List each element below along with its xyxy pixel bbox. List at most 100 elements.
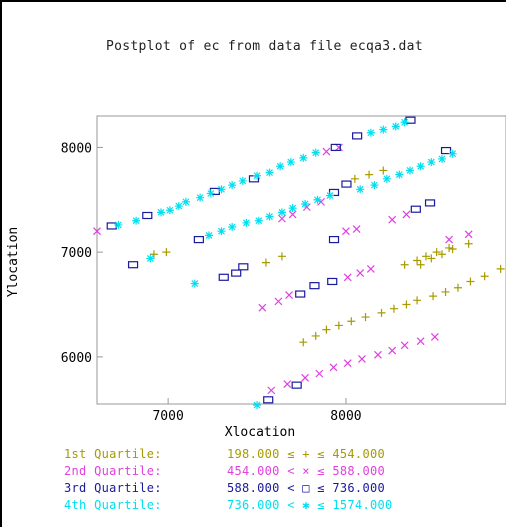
asterisk-marker	[228, 223, 237, 232]
plus-marker	[400, 260, 409, 269]
x-tick-label: 7000	[152, 409, 183, 424]
plus-marker	[334, 321, 343, 330]
plus-marker	[379, 166, 388, 175]
asterisk-marker	[114, 220, 123, 229]
cross-marker	[329, 363, 338, 372]
legend-range: 454.000 < × ≤ 588.000	[227, 464, 385, 478]
asterisk-marker	[157, 208, 166, 217]
square-marker	[291, 381, 302, 389]
cross-marker	[285, 291, 293, 300]
square-marker	[328, 235, 340, 244]
data-marks	[93, 116, 505, 410]
square-marker	[352, 132, 363, 140]
plus-marker	[432, 248, 441, 257]
y-tick-label: 8000	[61, 141, 92, 156]
square-marker	[327, 277, 338, 286]
x-axis-title: Xlocation	[225, 425, 295, 440]
legend-range: 588.000 < □ ≤ 736.000	[227, 481, 385, 495]
asterisk-marker	[311, 148, 320, 157]
asterisk-marker	[276, 162, 285, 171]
asterisk-marker	[405, 166, 414, 175]
square-marker	[263, 396, 274, 404]
plus-marker	[261, 258, 270, 267]
plus-marker	[149, 250, 158, 259]
asterisk-marker	[277, 208, 286, 217]
square-marker	[231, 269, 242, 277]
cross-marker	[93, 227, 101, 236]
asterisk-marker	[265, 168, 274, 177]
asterisk-marker	[254, 216, 263, 225]
asterisk-marker	[253, 171, 262, 180]
asterisk-marker	[165, 206, 174, 215]
square-marker	[127, 261, 139, 269]
asterisk-marker	[437, 154, 446, 163]
square-marker	[106, 222, 117, 230]
y-axis-title: Ylocation	[6, 227, 21, 297]
plus-marker	[413, 296, 422, 305]
plus-marker	[466, 277, 475, 286]
square-marker	[238, 263, 249, 271]
cross-marker	[356, 269, 365, 278]
asterisk-marker	[253, 401, 262, 410]
legend: 1st Quartile: 198.000 ≤ + ≤ 454.000 2nd Qu…	[64, 447, 392, 512]
plus-marker	[277, 252, 286, 261]
cross-marker	[315, 369, 324, 378]
asterisk-marker	[196, 193, 205, 202]
axis-ticks: 7000 8000 6000 7000 8000	[61, 141, 362, 424]
cross-marker	[464, 230, 473, 239]
asterisk-marker	[370, 181, 379, 190]
asterisk-marker	[265, 212, 274, 221]
asterisk-marker	[301, 199, 310, 208]
asterisk-marker	[356, 185, 365, 194]
x-tick-label: 8000	[330, 409, 361, 424]
asterisk-marker	[205, 231, 214, 240]
legend-name: 1st Quartile:	[64, 447, 162, 461]
plus-marker	[427, 254, 436, 263]
plus-marker	[389, 304, 398, 313]
plus-marker	[402, 300, 411, 309]
asterisk-marker	[448, 149, 457, 158]
asterisk-marker	[299, 153, 308, 162]
legend-range: 198.000 ≤ + ≤ 454.000	[227, 447, 385, 461]
plus-marker	[322, 325, 331, 334]
cross-marker	[416, 337, 425, 346]
plus-marker	[441, 287, 450, 296]
cross-marker	[258, 303, 267, 312]
y-tick-label: 6000	[61, 351, 92, 366]
asterisk-marker	[366, 128, 375, 137]
square-marker	[309, 282, 320, 290]
plus-marker	[421, 252, 430, 261]
plus-marker	[448, 245, 457, 254]
asterisk-marker	[325, 191, 334, 200]
asterisk-marker	[400, 118, 409, 127]
cross-marker	[334, 143, 343, 152]
asterisk-marker	[391, 122, 400, 131]
plus-marker	[416, 260, 425, 269]
asterisk-marker	[288, 204, 297, 213]
plus-marker	[377, 308, 386, 317]
y-tick-label: 7000	[61, 246, 92, 261]
square-marker	[330, 143, 341, 152]
plus-marker	[162, 248, 171, 257]
asterisk-marker	[395, 170, 404, 179]
cross-marker	[342, 227, 350, 236]
cross-marker	[430, 333, 439, 341]
series-4-points	[114, 118, 457, 410]
cross-marker	[388, 215, 397, 224]
plus-marker	[413, 256, 422, 265]
cross-marker	[301, 373, 309, 382]
plot-frame	[96, 115, 506, 405]
cross-marker	[352, 225, 361, 234]
plus-marker	[480, 272, 489, 281]
plus-marker	[347, 317, 356, 326]
asterisk-marker	[427, 158, 436, 167]
square-marker	[440, 146, 452, 155]
plus-marker	[350, 174, 359, 183]
plus-marker	[299, 338, 308, 347]
square-marker	[341, 180, 352, 188]
cross-marker	[288, 210, 297, 219]
asterisk-marker	[217, 227, 226, 236]
asterisk-marker	[379, 125, 388, 134]
cross-marker	[400, 341, 409, 350]
